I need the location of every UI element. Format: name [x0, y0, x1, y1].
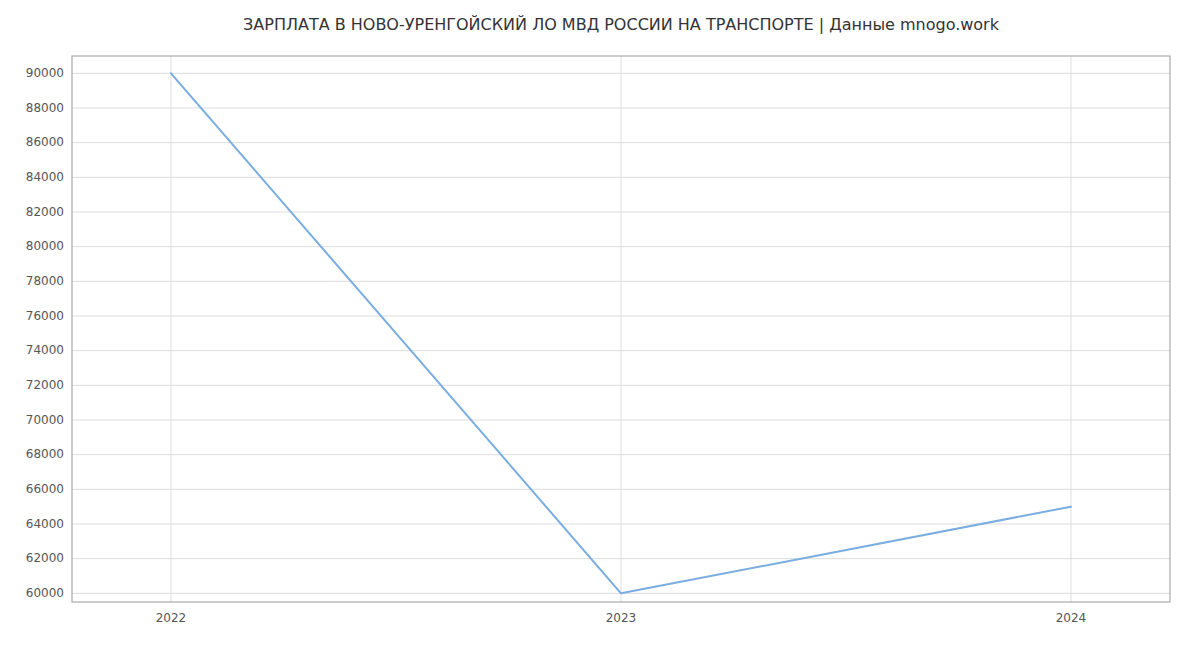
- data-line: [171, 73, 1071, 593]
- x-grid-line: [171, 56, 172, 602]
- grid: [72, 56, 1170, 602]
- y-tick-label: 78000: [26, 274, 64, 288]
- y-tick-label: 90000: [26, 66, 64, 80]
- chart-container: ЗАРПЛАТА В НОВО-УРЕНГОЙСКИЙ ЛО МВД РОССИ…: [0, 0, 1200, 650]
- y-tick-label: 76000: [26, 309, 64, 323]
- axes: 60000 62000 64000 66000 68000 70000 72000 74000…: [26, 66, 1086, 625]
- x-grid-line: [621, 56, 622, 602]
- y-tick-label: 86000: [26, 135, 64, 149]
- x-tick-label: 2022: [156, 611, 187, 625]
- y-tick-label: 80000: [26, 239, 64, 253]
- y-tick-label: 72000: [26, 378, 64, 392]
- y-tick-label: 70000: [26, 413, 64, 427]
- chart-title: ЗАРПЛАТА В НОВО-УРЕНГОЙСКИЙ ЛО МВД РОССИ…: [243, 15, 1000, 34]
- chart-svg: ЗАРПЛАТА В НОВО-УРЕНГОЙСКИЙ ЛО МВД РОССИ…: [0, 0, 1200, 650]
- y-tick-label: 62000: [26, 551, 64, 565]
- y-tick-label: 74000: [26, 343, 64, 357]
- plot-frame: [72, 56, 1170, 602]
- x-tick-label: 2024: [1056, 611, 1087, 625]
- x-grid-line: [1071, 56, 1072, 602]
- y-tick-label: 84000: [26, 170, 64, 184]
- y-tick-label: 68000: [26, 447, 64, 461]
- y-tick-label: 66000: [26, 482, 64, 496]
- y-tick-label: 64000: [26, 517, 64, 531]
- plot-data: [171, 73, 1071, 593]
- x-tick-label: 2023: [606, 611, 637, 625]
- y-tick-label: 88000: [26, 101, 64, 115]
- y-tick-label: 82000: [26, 205, 64, 219]
- y-tick-label: 60000: [26, 586, 64, 600]
